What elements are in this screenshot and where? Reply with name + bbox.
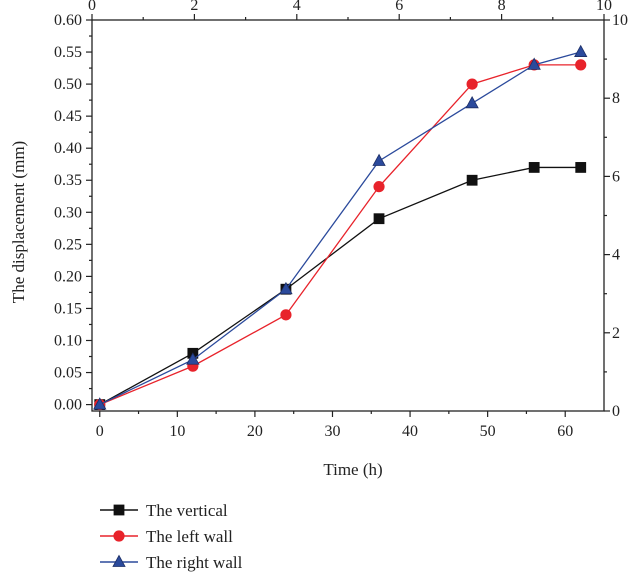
x-tick-label: 50 <box>480 423 496 440</box>
data-point-the-vertical <box>575 162 587 173</box>
data-point-the-right-wall <box>574 44 588 57</box>
data-point-the-right-wall <box>465 95 479 109</box>
x-tick-label: 30 <box>324 423 340 440</box>
legend-label: The right wall <box>146 553 243 572</box>
legend-label: The left wall <box>146 527 233 546</box>
x-axis-label: Time (h) <box>323 460 382 479</box>
top-tick-label: 10 <box>596 0 612 14</box>
y-tick-label: 0.60 <box>54 12 82 29</box>
data-point-the-left-wall <box>466 78 478 90</box>
legend-item-the-right-wall: The right wall <box>100 553 243 572</box>
x-tick-label: 20 <box>247 423 263 440</box>
x-tick-label: 60 <box>557 423 573 440</box>
x-tick-label: 10 <box>169 423 185 440</box>
legend-item-the-vertical: The vertical <box>100 501 228 520</box>
legend-item-the-left-wall: The left wall <box>100 527 233 546</box>
top-tick-label: 6 <box>395 0 403 14</box>
y-tick-label: 0.35 <box>54 172 82 189</box>
legend-label: The vertical <box>146 501 228 520</box>
data-point-the-right-wall <box>186 352 200 365</box>
data-point-the-right-wall <box>372 153 386 166</box>
top-tick-label: 4 <box>293 0 301 14</box>
series-line-the-left-wall <box>99 64 581 406</box>
top-tick-label: 0 <box>88 0 96 14</box>
data-point-the-right-wall <box>279 281 293 295</box>
y-tick-label: 0.40 <box>54 140 82 157</box>
right-tick-label: 2 <box>612 325 620 342</box>
data-point-the-left-wall <box>575 59 587 71</box>
plot-frame <box>91 19 605 412</box>
y-tick-label: 0.00 <box>54 397 82 414</box>
series-line-the-right-wall <box>99 51 581 406</box>
data-point-the-right-wall <box>527 57 541 70</box>
right-tick-label: 8 <box>612 90 620 107</box>
y-tick-label: 0.30 <box>54 204 82 221</box>
data-point-the-vertical <box>528 162 540 173</box>
y-tick-label: 0.55 <box>54 44 82 61</box>
right-tick-label: 6 <box>612 168 620 185</box>
data-point-the-left-wall <box>373 181 385 193</box>
legend-marker <box>113 530 125 542</box>
data-point-the-vertical <box>466 174 478 186</box>
right-tick-label: 10 <box>612 12 628 29</box>
series-the-left-wall <box>94 59 587 411</box>
top-tick-label: 8 <box>498 0 506 14</box>
data-point-the-vertical <box>373 213 385 225</box>
series-the-vertical <box>94 162 587 410</box>
y-axis-label: The displacement (mm) <box>9 141 28 303</box>
series-line-the-vertical <box>99 166 581 406</box>
y-tick-label: 0.45 <box>54 108 82 125</box>
data-point-the-right-wall <box>93 397 107 410</box>
data-point-the-left-wall <box>280 309 292 321</box>
y-tick-label: 0.20 <box>54 268 82 285</box>
y-tick-label: 0.50 <box>54 76 82 93</box>
right-tick-label: 0 <box>612 403 620 420</box>
top-tick-label: 2 <box>190 0 198 14</box>
right-tick-label: 4 <box>612 247 620 264</box>
legend-marker <box>112 554 126 567</box>
axes: 0 10 20 30 40 50 600.000.050.100.150.200.250.3… <box>54 0 628 440</box>
legend-marker <box>113 504 125 516</box>
series <box>93 44 588 411</box>
y-tick-label: 0.10 <box>54 332 82 349</box>
legend: The vertical The left wall The right wall <box>100 501 243 572</box>
y-tick-label: 0.15 <box>54 300 82 317</box>
series-the-right-wall <box>93 44 588 410</box>
y-tick-label: 0.05 <box>54 365 82 382</box>
x-tick-label: 0 <box>96 423 104 440</box>
y-tick-label: 0.25 <box>54 236 82 253</box>
x-tick-label: 40 <box>402 423 418 440</box>
